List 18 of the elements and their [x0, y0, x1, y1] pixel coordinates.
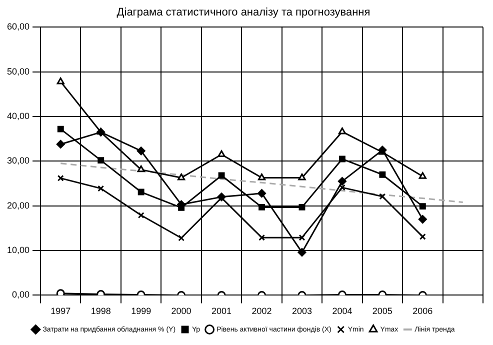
x-tick-label: 2006 [412, 306, 433, 316]
x-tick-label: 1997 [50, 306, 71, 316]
x-tick-label: 2003 [292, 306, 312, 316]
y-tick-label: 30,00 [6, 156, 30, 166]
x-tick-label: 2005 [372, 306, 392, 316]
x-tick-label: 2004 [332, 306, 352, 316]
y-tick-label: 10,00 [6, 245, 30, 256]
x-tick-label: 2000 [171, 306, 192, 316]
y-tick-label: 40,00 [6, 111, 30, 122]
x-tick-label: 2001 [212, 306, 232, 316]
x-tick-label: 1998 [90, 306, 111, 316]
y-tick-label: 60,00 [6, 22, 30, 32]
x-tick-label: 1999 [131, 306, 152, 316]
y-tick-label: 0,00 [12, 290, 30, 300]
x-tick-label: 2002 [252, 306, 272, 316]
chart-title: Діаграма статистичного аналізу та прогнозування [116, 6, 370, 19]
y-tick-label: 20,00 [6, 200, 30, 210]
y-tick-label: 50,00 [6, 66, 30, 76]
